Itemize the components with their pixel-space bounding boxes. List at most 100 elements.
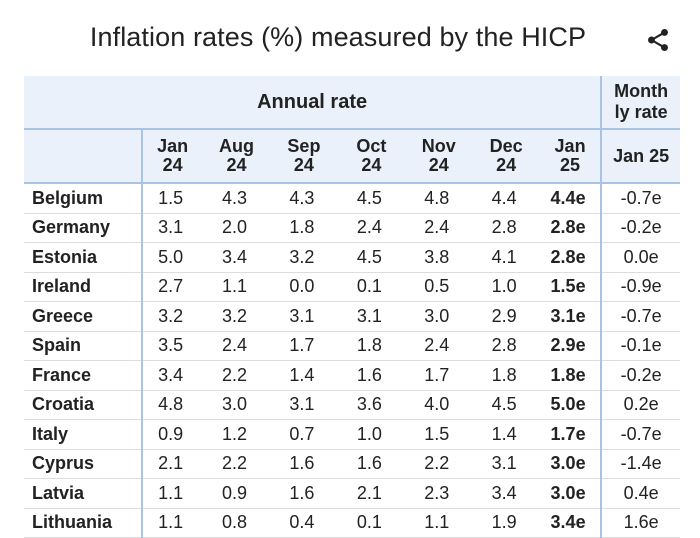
annual-rate-cell: 2.3: [405, 478, 473, 509]
annual-rate-cell: 0.4: [270, 508, 338, 538]
share-icon[interactable]: [645, 27, 671, 53]
annual-rate-cell: 2.1: [337, 478, 406, 509]
annual-rate-cell: 3.1e: [539, 301, 602, 332]
annual-rate-cell: 1.6: [270, 478, 338, 509]
annual-rate-cell: 2.7: [141, 272, 203, 302]
annual-rate-cell: 1.9: [472, 508, 540, 538]
country-cell: Estonia: [24, 242, 143, 273]
table-row: Italy 0.9 1.2 0.7 1.0 1.5 1.4 1.7e -0.7e: [24, 419, 680, 450]
annual-rate-cell: 3.4: [141, 360, 203, 391]
annual-rate-cell: 3.4e: [539, 508, 602, 538]
annual-rate-cell: 4.5: [472, 390, 540, 420]
annual-rate-cell: 0.8: [202, 508, 271, 538]
annual-rate-cell: 2.2: [202, 449, 271, 479]
monthly-rate-cell: -0.9e: [600, 272, 680, 302]
column-header-jan-25: Jan 25: [600, 129, 680, 184]
country-cell: Germany: [24, 213, 143, 243]
annual-rate-cell: 2.9: [472, 301, 540, 332]
table-row: Latvia 1.1 0.9 1.6 2.1 2.3 3.4 3.0e 0.4e: [24, 478, 680, 509]
table-row: Belgium 1.5 4.3 4.3 4.5 4.8 4.4 4.4e -0.7e: [24, 183, 680, 214]
country-cell: Belgium: [24, 183, 143, 214]
annual-rate-cell: 3.4: [202, 242, 271, 273]
annual-rate-cell: 3.2: [202, 301, 271, 332]
monthly-rate-cell: -0.2e: [600, 213, 680, 243]
table-row: Croatia 4.8 3.0 3.1 3.6 4.0 4.5 5.0e 0.2e: [24, 390, 680, 420]
table-row: Greece 3.2 3.2 3.1 3.1 3.0 2.9 3.1e -0.7e: [24, 301, 680, 332]
country-cell: Ireland: [24, 272, 143, 302]
annual-rate-cell: 1.8: [337, 331, 406, 361]
annual-rate-cell: 1.7: [405, 360, 473, 391]
table-row: Germany 3.1 2.0 1.8 2.4 2.4 2.8 2.8e -0.2e: [24, 213, 680, 243]
annual-rate-cell: 2.2: [405, 449, 473, 479]
country-cell: Lithuania: [24, 508, 143, 538]
annual-rate-cell: 1.8e: [539, 360, 602, 391]
annual-rate-cell: 3.5: [141, 331, 203, 361]
annual-rate-cell: 4.1: [472, 242, 540, 273]
annual-rate-cell: 5.0e: [539, 390, 602, 420]
monthly-rate-cell: -0.7e: [600, 183, 680, 214]
annual-rate-cell: 1.6: [337, 449, 406, 479]
annual-rate-cell: 2.8: [472, 213, 540, 243]
annual-rate-cell: 4.0: [405, 390, 473, 420]
column-header-dec-24: Dec 24: [472, 129, 540, 184]
annual-rate-cell: 3.0: [405, 301, 473, 332]
table-row: Lithuania 1.1 0.8 0.4 0.1 1.1 1.9 3.4e 1.6e: [24, 508, 680, 538]
annual-rate-cell: 4.8: [405, 183, 473, 214]
annual-rate-cell: 0.9: [141, 419, 203, 450]
country-cell: Cyprus: [24, 449, 143, 479]
annual-rate-cell: 1.6: [270, 449, 338, 479]
annual-rate-cell: 4.5: [337, 242, 406, 273]
annual-rate-cell: 1.7e: [539, 419, 602, 450]
monthly-rate-header: Month ly rate: [600, 76, 680, 130]
monthly-rate-cell: 0.4e: [600, 478, 680, 509]
monthly-rate-cell: 0.2e: [600, 390, 680, 420]
monthly-rate-cell: -0.7e: [600, 301, 680, 332]
annual-rate-cell: 3.1: [472, 449, 540, 479]
annual-rate-cell: 0.1: [337, 508, 406, 538]
hicp-table: Annual rate Month ly rate Jan 24 Aug 24 Sep 2…: [24, 76, 680, 538]
column-header-jan-24: Jan 24: [141, 129, 203, 184]
annual-rate-cell: 2.9e: [539, 331, 602, 361]
annual-rate-cell: 1.1: [141, 508, 203, 538]
annual-rate-cell: 1.1: [202, 272, 271, 302]
annual-rate-header: Annual rate: [24, 76, 602, 130]
annual-rate-cell: 5.0: [141, 242, 203, 273]
country-cell: Croatia: [24, 390, 143, 420]
annual-rate-cell: 2.8e: [539, 213, 602, 243]
table-row: Cyprus 2.1 2.2 1.6 1.6 2.2 3.1 3.0e -1.4e: [24, 449, 680, 479]
annual-rate-cell: 1.1: [405, 508, 473, 538]
annual-rate-cell: 2.8: [472, 331, 540, 361]
annual-rate-cell: 4.5: [337, 183, 406, 214]
column-header-jan-25: Jan 25: [539, 129, 602, 184]
annual-rate-cell: 0.7: [270, 419, 338, 450]
monthly-rate-cell: -0.2e: [600, 360, 680, 391]
annual-rate-cell: 0.1: [337, 272, 406, 302]
annual-rate-cell: 3.1: [141, 213, 203, 243]
annual-rate-cell: 0.5: [405, 272, 473, 302]
country-cell: Spain: [24, 331, 143, 361]
annual-rate-cell: 3.8: [405, 242, 473, 273]
table-row: Ireland 2.7 1.1 0.0 0.1 0.5 1.0 1.5e -0.9e: [24, 272, 680, 302]
annual-rate-cell: 2.0: [202, 213, 271, 243]
annual-rate-cell: 2.8e: [539, 242, 602, 273]
country-cell: Latvia: [24, 478, 143, 509]
annual-rate-cell: 2.2: [202, 360, 271, 391]
annual-rate-cell: 3.2: [141, 301, 203, 332]
annual-rate-cell: 4.3: [270, 183, 338, 214]
monthly-rate-cell: 1.6e: [600, 508, 680, 538]
monthly-rate-cell: 0.0e: [600, 242, 680, 273]
annual-rate-cell: 1.5: [141, 183, 203, 214]
annual-rate-cell: 1.5e: [539, 272, 602, 302]
annual-rate-cell: 1.1: [141, 478, 203, 509]
annual-rate-cell: 3.0: [202, 390, 271, 420]
annual-rate-cell: 1.8: [270, 213, 338, 243]
annual-rate-cell: 1.2: [202, 419, 271, 450]
monthly-rate-cell: -1.4e: [600, 449, 680, 479]
annual-rate-cell: 4.4: [472, 183, 540, 214]
annual-rate-cell: 1.6: [337, 360, 406, 391]
chart-title: Inflation rates (%) measured by the HICP: [89, 22, 587, 52]
table-row: Spain 3.5 2.4 1.7 1.8 2.4 2.8 2.9e -0.1e: [24, 331, 680, 361]
annual-rate-cell: 3.2: [270, 242, 338, 273]
annual-rate-cell: 1.0: [472, 272, 540, 302]
monthly-rate-cell: -0.1e: [600, 331, 680, 361]
